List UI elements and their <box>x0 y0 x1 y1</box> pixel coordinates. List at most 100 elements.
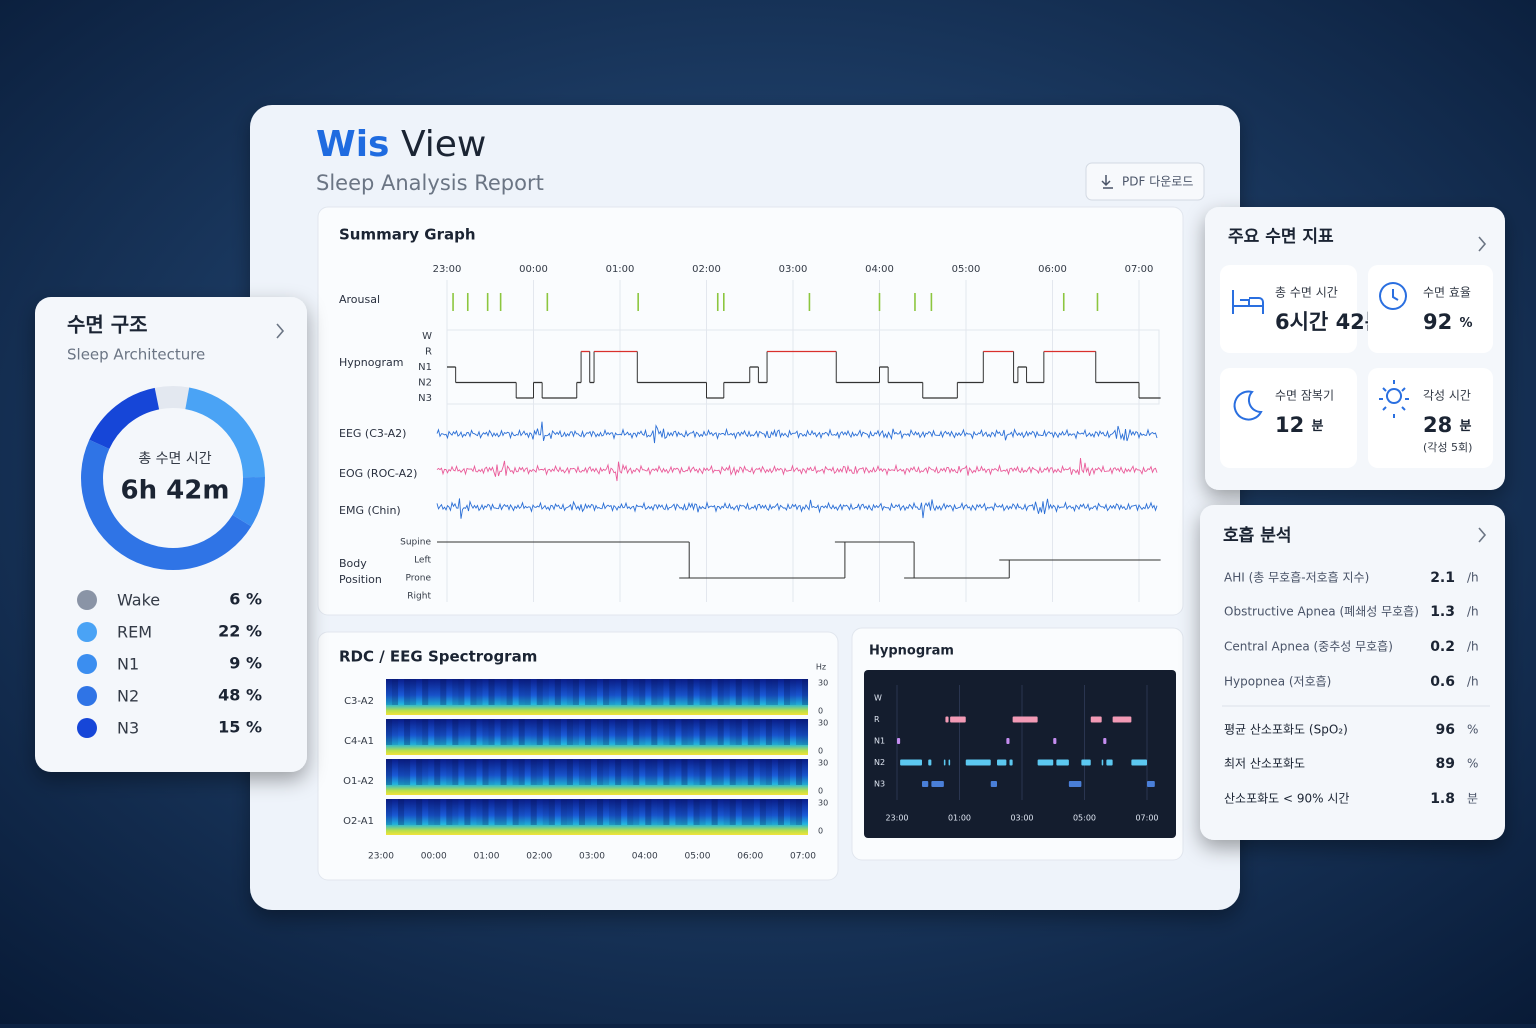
download-icon[interactable] <box>1101 175 1113 189</box>
spectrogram-stripe <box>621 719 628 745</box>
spectrogram-stripe <box>488 759 495 785</box>
freq-tick: 0 <box>818 787 823 796</box>
spectrogram-stripe <box>777 759 784 785</box>
chevron[interactable] <box>1478 236 1487 252</box>
spectrogram-stripe <box>609 679 616 705</box>
stage-label: W <box>422 331 432 342</box>
time-label: 05:00 <box>952 264 981 275</box>
legend-name: N1 <box>117 655 139 674</box>
stage-bar <box>945 716 949 723</box>
stage-bar <box>997 759 1007 766</box>
spectrogram-stripe <box>422 759 429 785</box>
time-label: 07:00 <box>1125 264 1154 275</box>
spectrogram-stripe <box>524 719 531 745</box>
spectrogram-stripe <box>470 799 477 825</box>
spectrogram-stripe <box>699 759 706 785</box>
spectrogram-stripe <box>759 759 766 785</box>
spectrogram-stripe <box>398 719 405 745</box>
resp-unit: /h <box>1467 605 1479 619</box>
metric-value: 12 분 <box>1275 413 1324 437</box>
stage-bar <box>1106 759 1113 766</box>
spectrogram-stripe <box>657 719 664 745</box>
metrics-title: 주요 수면 지표 <box>1228 227 1334 247</box>
spectrogram-stripe <box>470 679 477 705</box>
spectrogram-stripe <box>464 799 471 825</box>
time-label: 04:00 <box>865 264 894 275</box>
chevron[interactable] <box>276 323 285 339</box>
spectrogram-stripe <box>530 799 537 825</box>
resp-value: 96 <box>1436 722 1455 738</box>
donut-segment <box>89 387 160 450</box>
stage-bar <box>1053 738 1057 744</box>
spectrogram-stripe <box>747 719 754 745</box>
metric-icon <box>1232 290 1264 314</box>
spectrogram-stripe <box>771 679 778 705</box>
spectrogram-stripe <box>386 679 393 705</box>
spectrogram-stripe <box>416 679 422 705</box>
time-label: 05:00 <box>685 852 711 862</box>
spectrogram-stripe <box>398 759 405 785</box>
time-label: 01:00 <box>948 814 971 823</box>
resp-value: 1.8 <box>1430 791 1455 807</box>
stage-label: N1 <box>874 737 885 746</box>
stage-label: N3 <box>874 780 885 789</box>
spectrogram-stripe <box>651 679 658 705</box>
metric-number: 28 <box>1423 413 1452 437</box>
time-label: 01:00 <box>474 852 500 862</box>
stage-bar <box>965 759 991 766</box>
spectrogram-stripe <box>404 719 411 745</box>
spectrogram-stripe <box>639 799 645 825</box>
spectrogram-stripe <box>711 719 718 745</box>
donut-segment <box>232 476 265 527</box>
spectrogram-stripe <box>584 799 592 825</box>
spectrogram-stripe <box>645 799 652 825</box>
spectrogram-stripe <box>663 679 669 705</box>
spectrogram-stripe <box>440 719 447 745</box>
spectrogram-stripe <box>681 719 688 745</box>
hypnogram-chart: W R N1 N2 N3 23:00 01:00 03:00 05:00 07:00 <box>874 685 1159 823</box>
legend-value: 9 % <box>229 654 262 673</box>
channel-label: O2-A1 <box>343 816 374 827</box>
donut: Wake 6 % REM 22 % N1 9 % N2 48 % N3 15 % <box>77 386 265 738</box>
spectrogram-stripe <box>627 679 634 705</box>
chevron[interactable] <box>1478 527 1487 543</box>
spectrogram-stripe <box>736 799 742 825</box>
pdf-button-label[interactable]: PDF 다운로드 <box>1122 175 1193 189</box>
spectrogram-stripe <box>729 719 736 745</box>
spectrogram-stripe <box>651 719 658 745</box>
resp-label: Obstructive Apnea (폐쇄성 무호흡) <box>1224 605 1419 619</box>
spectrogram-stripe <box>771 799 778 825</box>
stage-bar <box>1081 759 1091 766</box>
spectrogram-stripe <box>681 679 688 705</box>
spectrogram-stripe <box>536 719 543 745</box>
resp-value: 0.6 <box>1430 674 1455 690</box>
time-label: 23:00 <box>368 852 394 862</box>
resp-value: 89 <box>1436 756 1455 772</box>
spectrogram-stripe <box>542 799 549 825</box>
spectrogram-stripe <box>530 759 537 785</box>
spectrogram-stripe <box>639 719 646 745</box>
spectrogram-stripe <box>796 759 803 785</box>
spectrogram-stripe <box>693 759 700 785</box>
spectrogram-stripe <box>747 799 754 825</box>
spectrogram-stripe <box>507 799 513 825</box>
spectrogram-stripe <box>410 679 417 705</box>
metric-number: 12 <box>1275 413 1304 437</box>
spectrogram-stripe <box>434 799 441 825</box>
spectrogram-stripe <box>633 759 640 785</box>
spectrogram-stripe <box>754 799 760 825</box>
channel-label: C3-A2 <box>344 696 374 707</box>
spectrogram-stripe <box>723 679 730 705</box>
spectrogram-stripe <box>513 679 519 705</box>
spectrogram-stripe <box>777 719 784 745</box>
pdf-button-bg[interactable] <box>1085 162 1205 201</box>
brand-rest: View <box>401 124 486 165</box>
spectrogram-stripe <box>518 719 525 745</box>
spectrogram-stripe <box>584 679 592 705</box>
time-label: 01:00 <box>606 264 635 275</box>
stage-bar <box>897 738 901 744</box>
spectrogram-stripe <box>422 719 429 745</box>
resp-unit: /h <box>1467 571 1479 585</box>
pdf-button[interactable]: PDF 다운로드 <box>1085 162 1205 201</box>
stage-label: N3 <box>418 393 432 404</box>
